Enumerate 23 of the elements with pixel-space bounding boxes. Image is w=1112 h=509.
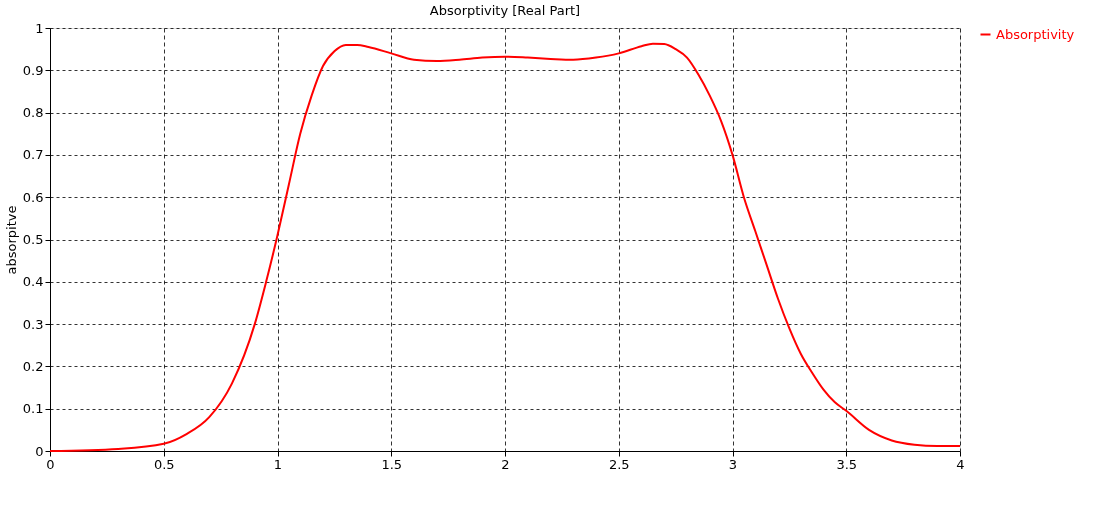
x-tick-label: 4 [956,456,965,472]
y-axis-title: absorpitve [3,205,19,275]
x-tick-label: 3 [728,456,738,472]
x-tick-label: 1 [273,456,283,472]
y-tick-label: 0.4 [22,274,44,290]
x-tick-label: 0.5 [153,456,175,472]
x-tick-label: 2.5 [608,456,630,472]
x-tick-label: 3.5 [836,456,858,472]
y-tick-label: 0.5 [22,232,44,247]
x-tick-label: 1.5 [381,456,403,472]
y-tick-label: 0.2 [22,358,44,374]
y-tick-label: 0.9 [22,62,44,78]
x-tick-label: 0 [46,456,55,472]
legend-label: Absorptivity [996,26,1075,42]
chart-title: Absorptivity [Real Part] [429,3,581,18]
x-tick-label: 2 [501,456,510,472]
y-tick-label: 0.3 [22,316,44,332]
y-tick-label: 0.7 [22,147,44,163]
y-tick-label: 0 [35,443,44,459]
y-tick-label: 0.1 [22,401,44,417]
y-tick-label: 0.6 [22,189,44,205]
y-tick-label: 0.8 [22,105,44,121]
y-tick-label: 1 [35,20,44,36]
